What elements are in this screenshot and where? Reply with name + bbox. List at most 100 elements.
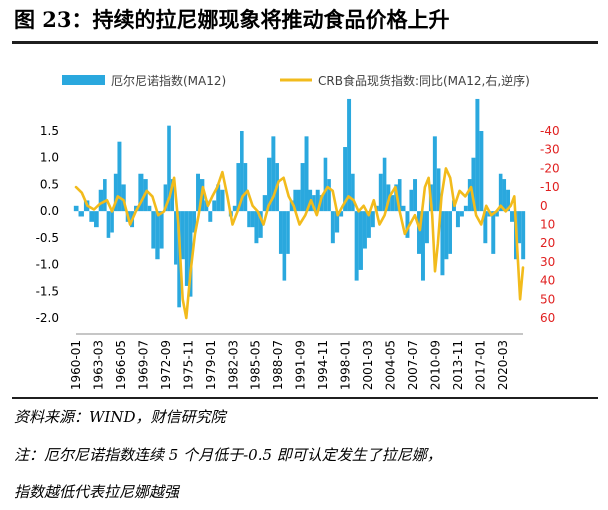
x-tick-label: 1994-11	[316, 340, 330, 390]
bar	[196, 173, 201, 212]
right-tick-label: 40	[540, 274, 555, 288]
bar	[436, 168, 441, 212]
bar	[327, 179, 331, 212]
bar	[495, 211, 499, 217]
bar	[467, 179, 472, 212]
bar	[170, 179, 175, 212]
bar	[483, 211, 488, 244]
bar	[405, 211, 410, 238]
bar	[289, 200, 294, 212]
bar	[339, 211, 344, 217]
left-tick-label: -1.0	[36, 258, 59, 272]
note-line-1: 注：厄尔尼诺指数连续 5 个月低于-0.5 即可认定发生了拉尼娜，	[14, 446, 442, 464]
x-axis: 1960-01 1963-03 1966-05 1969-07 1972-09 1975-…	[69, 333, 523, 390]
left-tick-label: 1.0	[40, 151, 59, 165]
bar	[271, 136, 276, 212]
right-tick-label: -40	[540, 124, 560, 138]
bar	[159, 211, 164, 249]
bar	[432, 136, 437, 212]
left-tick-label: 0.5	[40, 177, 59, 191]
bar	[471, 157, 476, 212]
x-tick-label: 1960-01	[69, 340, 83, 390]
footer-rule	[12, 397, 598, 399]
bar	[463, 205, 468, 212]
bar	[366, 211, 371, 238]
bar	[138, 173, 144, 212]
title-rule	[12, 41, 598, 44]
bar	[247, 211, 251, 228]
bar	[300, 163, 305, 212]
bar	[491, 211, 496, 254]
legend: 厄尔尼诺指数(MA12) CRB食品现货指数:同比(MA12,右,逆序)	[62, 73, 530, 88]
bar	[397, 179, 402, 212]
right-tick-label: 30	[540, 255, 555, 269]
bar	[286, 211, 290, 254]
bar	[73, 205, 79, 212]
bar	[184, 211, 189, 286]
bar	[94, 211, 99, 228]
bar	[382, 157, 387, 212]
bar	[351, 173, 355, 212]
bar	[174, 211, 178, 265]
bar	[440, 211, 445, 276]
bar	[151, 211, 156, 249]
bar	[459, 211, 464, 217]
bar	[106, 211, 111, 238]
right-tick-label: -10	[540, 180, 560, 194]
bar	[343, 147, 348, 212]
x-tick-label: 2007-07	[406, 340, 420, 390]
bar	[378, 173, 383, 212]
bar	[330, 211, 335, 244]
bar	[243, 163, 248, 212]
bar	[296, 189, 301, 212]
x-tick-label: 2004-05	[384, 340, 398, 390]
right-tick-label: 50	[540, 292, 555, 306]
bar	[498, 173, 503, 212]
x-tick-label: 1966-05	[114, 340, 128, 390]
bar	[358, 211, 363, 270]
bar	[113, 173, 118, 212]
bar	[250, 211, 255, 228]
x-tick-label: 1972-09	[159, 340, 173, 390]
bar	[180, 211, 185, 260]
bar	[444, 211, 449, 260]
right-tick-label: 60	[540, 311, 555, 325]
bar	[319, 195, 324, 212]
x-tick-label: 1985-05	[249, 340, 263, 390]
bar	[121, 184, 126, 212]
bar	[417, 211, 421, 254]
source-text: 资料来源：WIND，财信研究院	[14, 408, 226, 426]
bar	[267, 157, 272, 212]
bar	[475, 98, 480, 212]
x-tick-label: 1991-09	[294, 340, 308, 390]
right-tick-label: 10	[540, 218, 555, 232]
bar	[506, 189, 511, 212]
bar	[448, 211, 452, 254]
x-tick-label: 2001-03	[361, 340, 375, 390]
left-tick-label: -1.5	[36, 284, 59, 298]
x-tick-label: 1963-03	[91, 340, 105, 390]
bar	[236, 163, 241, 212]
bar	[110, 211, 114, 233]
bar	[293, 189, 297, 212]
bar	[390, 195, 395, 212]
bar	[278, 211, 283, 254]
bar	[521, 211, 526, 260]
bar	[98, 189, 104, 212]
bar	[147, 205, 152, 212]
bar	[117, 141, 122, 212]
left-tick-label: -2.0	[36, 311, 59, 325]
crb-line	[74, 167, 525, 320]
bar	[216, 184, 221, 212]
legend-bar-label: 厄尔尼诺指数(MA12)	[111, 73, 226, 88]
x-tick-label: 1988-07	[271, 340, 285, 390]
bar	[304, 136, 309, 212]
bar	[362, 211, 367, 249]
right-tick-label: -30	[540, 143, 560, 157]
bar	[240, 131, 244, 212]
x-tick-label: 1975-11	[181, 340, 195, 390]
note-line-2: 指数越低代表拉尼娜越强	[14, 483, 180, 501]
bar	[282, 211, 287, 281]
x-tick-label: 1982-03	[226, 340, 240, 390]
bar	[424, 211, 429, 244]
